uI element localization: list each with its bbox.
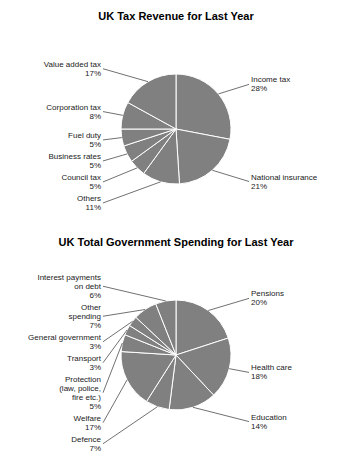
svg-text:National insurance21%: National insurance21% bbox=[251, 173, 318, 191]
svg-text:Interest paymentson debt6%: Interest paymentson debt6% bbox=[37, 273, 101, 300]
svg-text:General government3%: General government3% bbox=[28, 333, 102, 351]
svg-text:Welfare17%: Welfare17% bbox=[74, 414, 102, 432]
svg-text:Health care18%: Health care18% bbox=[251, 363, 292, 381]
html-text:UK Total Government Spending f: UK Total Government Spending for Last Ye… bbox=[58, 236, 294, 248]
html-text:UK Tax Revenue for Last Year: UK Tax Revenue for Last Year bbox=[98, 10, 254, 22]
svg-text:Others11%: Others11% bbox=[77, 194, 101, 212]
svg-text:Transport3%: Transport3% bbox=[67, 354, 102, 372]
svg-text:Otherspending7%: Otherspending7% bbox=[69, 303, 102, 330]
svg-text:Pensions20%: Pensions20% bbox=[251, 289, 284, 307]
svg-text:Protection(law, police,fire et: Protection(law, police,fire etc.)5% bbox=[59, 375, 101, 411]
svg-text:Value added tax17%: Value added tax17% bbox=[44, 60, 101, 78]
svg-text:Corporation tax8%: Corporation tax8% bbox=[46, 103, 101, 121]
svg-text:Defence7%: Defence7% bbox=[71, 435, 101, 453]
svg-text:Fuel duty5%: Fuel duty5% bbox=[68, 131, 101, 149]
svg-text:Council tax5%: Council tax5% bbox=[61, 173, 101, 191]
svg-text:Income tax28%: Income tax28% bbox=[251, 75, 290, 93]
svg-text:Education14%: Education14% bbox=[251, 413, 287, 431]
svg-text:Business rates5%: Business rates5% bbox=[49, 152, 101, 170]
